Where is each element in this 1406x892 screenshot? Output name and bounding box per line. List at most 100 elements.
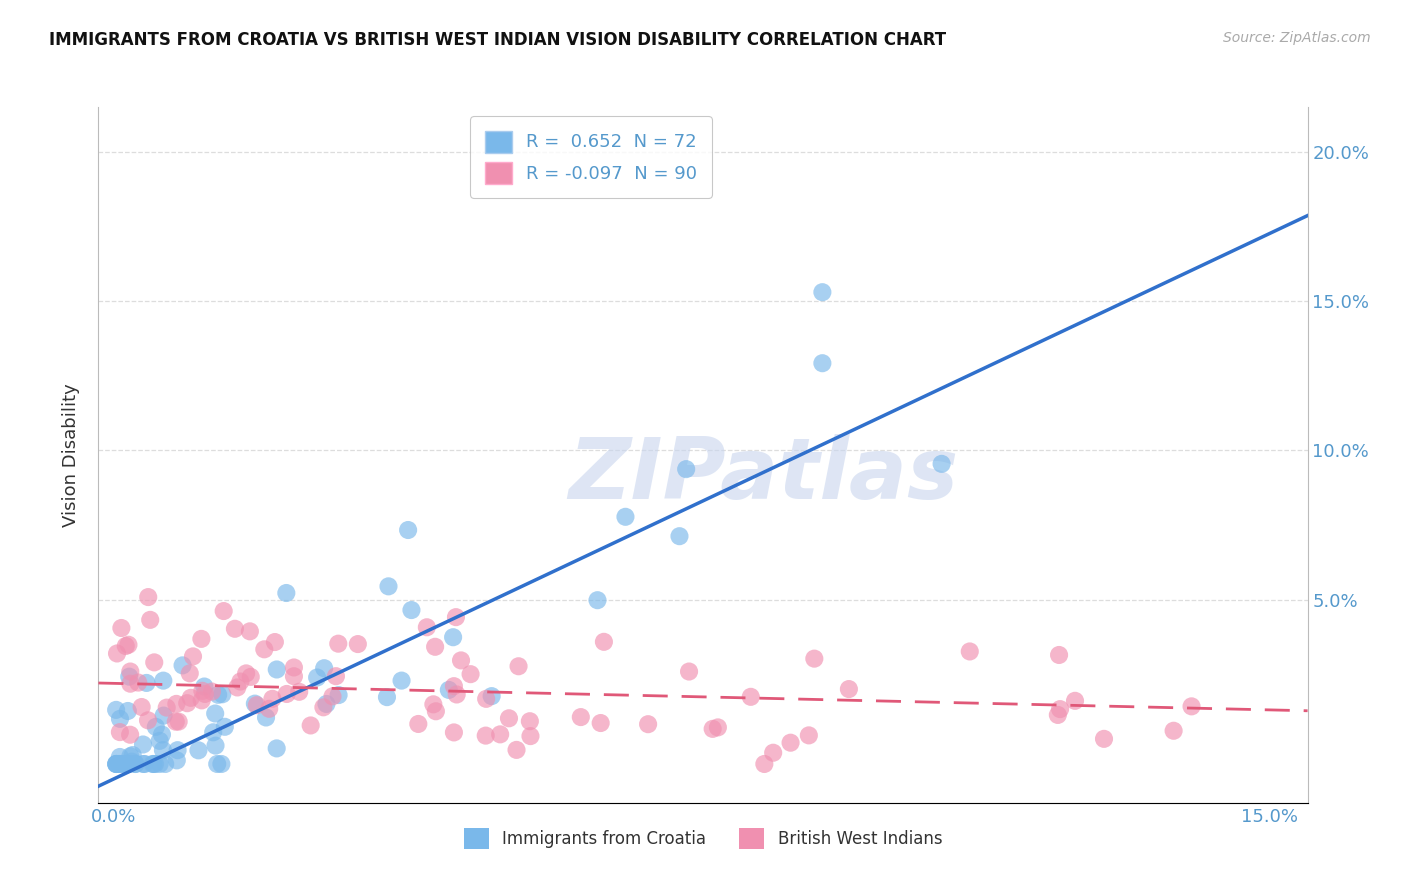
Point: [328, 688, 350, 702]
Point: [283, 660, 305, 674]
Point: [121, 755, 143, 769]
Point: [165, 714, 187, 729]
Point: [167, 714, 190, 729]
Text: ZIPatlas: ZIPatlas: [568, 434, 959, 517]
Point: [262, 691, 284, 706]
Point: [668, 529, 690, 543]
Point: [328, 637, 350, 651]
Point: [288, 685, 311, 699]
Point: [131, 700, 153, 714]
Point: [150, 727, 173, 741]
Point: [117, 756, 139, 771]
Point: [811, 285, 834, 300]
Text: Source: ZipAtlas.com: Source: ZipAtlas.com: [1223, 31, 1371, 45]
Point: [132, 756, 155, 771]
Point: [156, 700, 179, 714]
Point: [124, 756, 146, 771]
Point: [120, 749, 142, 764]
Point: [586, 593, 609, 607]
Point: [172, 658, 194, 673]
Point: [474, 729, 496, 743]
Legend: Immigrants from Croatia, British West Indians: Immigrants from Croatia, British West In…: [456, 820, 950, 857]
Point: [740, 690, 762, 704]
Point: [214, 720, 236, 734]
Point: [1049, 702, 1071, 716]
Point: [105, 756, 128, 771]
Point: [143, 656, 166, 670]
Point: [239, 670, 262, 684]
Point: [108, 712, 131, 726]
Point: [508, 659, 530, 673]
Point: [117, 704, 139, 718]
Point: [614, 509, 637, 524]
Point: [423, 640, 446, 654]
Point: [165, 697, 187, 711]
Point: [593, 635, 616, 649]
Point: [460, 667, 482, 681]
Point: [134, 756, 156, 771]
Point: [105, 647, 128, 661]
Point: [235, 666, 257, 681]
Point: [283, 669, 305, 683]
Point: [145, 720, 167, 734]
Point: [136, 590, 159, 604]
Point: [811, 356, 834, 370]
Point: [450, 653, 472, 667]
Point: [307, 671, 329, 685]
Point: [375, 690, 398, 705]
Point: [190, 693, 212, 707]
Point: [425, 704, 447, 718]
Point: [204, 739, 226, 753]
Point: [127, 675, 149, 690]
Point: [443, 725, 465, 739]
Point: [678, 665, 700, 679]
Point: [209, 756, 232, 771]
Point: [1064, 694, 1087, 708]
Point: [152, 708, 174, 723]
Point: [180, 690, 202, 705]
Point: [121, 747, 143, 762]
Point: [803, 651, 825, 665]
Point: [838, 681, 860, 696]
Point: [754, 756, 776, 771]
Point: [257, 702, 280, 716]
Point: [136, 714, 159, 728]
Point: [212, 604, 235, 618]
Point: [312, 700, 335, 714]
Point: [211, 687, 233, 701]
Point: [239, 624, 262, 639]
Text: IMMIGRANTS FROM CROATIA VS BRITISH WEST INDIAN VISION DISABILITY CORRELATION CHA: IMMIGRANTS FROM CROATIA VS BRITISH WEST …: [49, 31, 946, 49]
Point: [117, 756, 139, 771]
Point: [246, 698, 269, 713]
Point: [446, 688, 468, 702]
Point: [135, 676, 157, 690]
Point: [201, 684, 224, 698]
Point: [110, 621, 132, 635]
Point: [108, 756, 131, 771]
Point: [377, 579, 399, 593]
Point: [120, 665, 142, 679]
Point: [141, 756, 163, 771]
Point: [266, 663, 288, 677]
Point: [254, 710, 277, 724]
Point: [437, 682, 460, 697]
Point: [422, 698, 444, 712]
Point: [264, 635, 287, 649]
Point: [1163, 723, 1185, 738]
Point: [120, 676, 142, 690]
Point: [797, 728, 820, 742]
Point: [519, 714, 541, 729]
Point: [391, 673, 413, 688]
Point: [105, 756, 128, 771]
Point: [108, 725, 131, 739]
Point: [505, 743, 527, 757]
Point: [1092, 731, 1115, 746]
Point: [243, 697, 266, 711]
Point: [1047, 648, 1070, 662]
Point: [416, 620, 439, 634]
Point: [105, 756, 128, 771]
Point: [589, 716, 612, 731]
Point: [202, 725, 225, 739]
Point: [707, 720, 730, 734]
Point: [207, 756, 229, 771]
